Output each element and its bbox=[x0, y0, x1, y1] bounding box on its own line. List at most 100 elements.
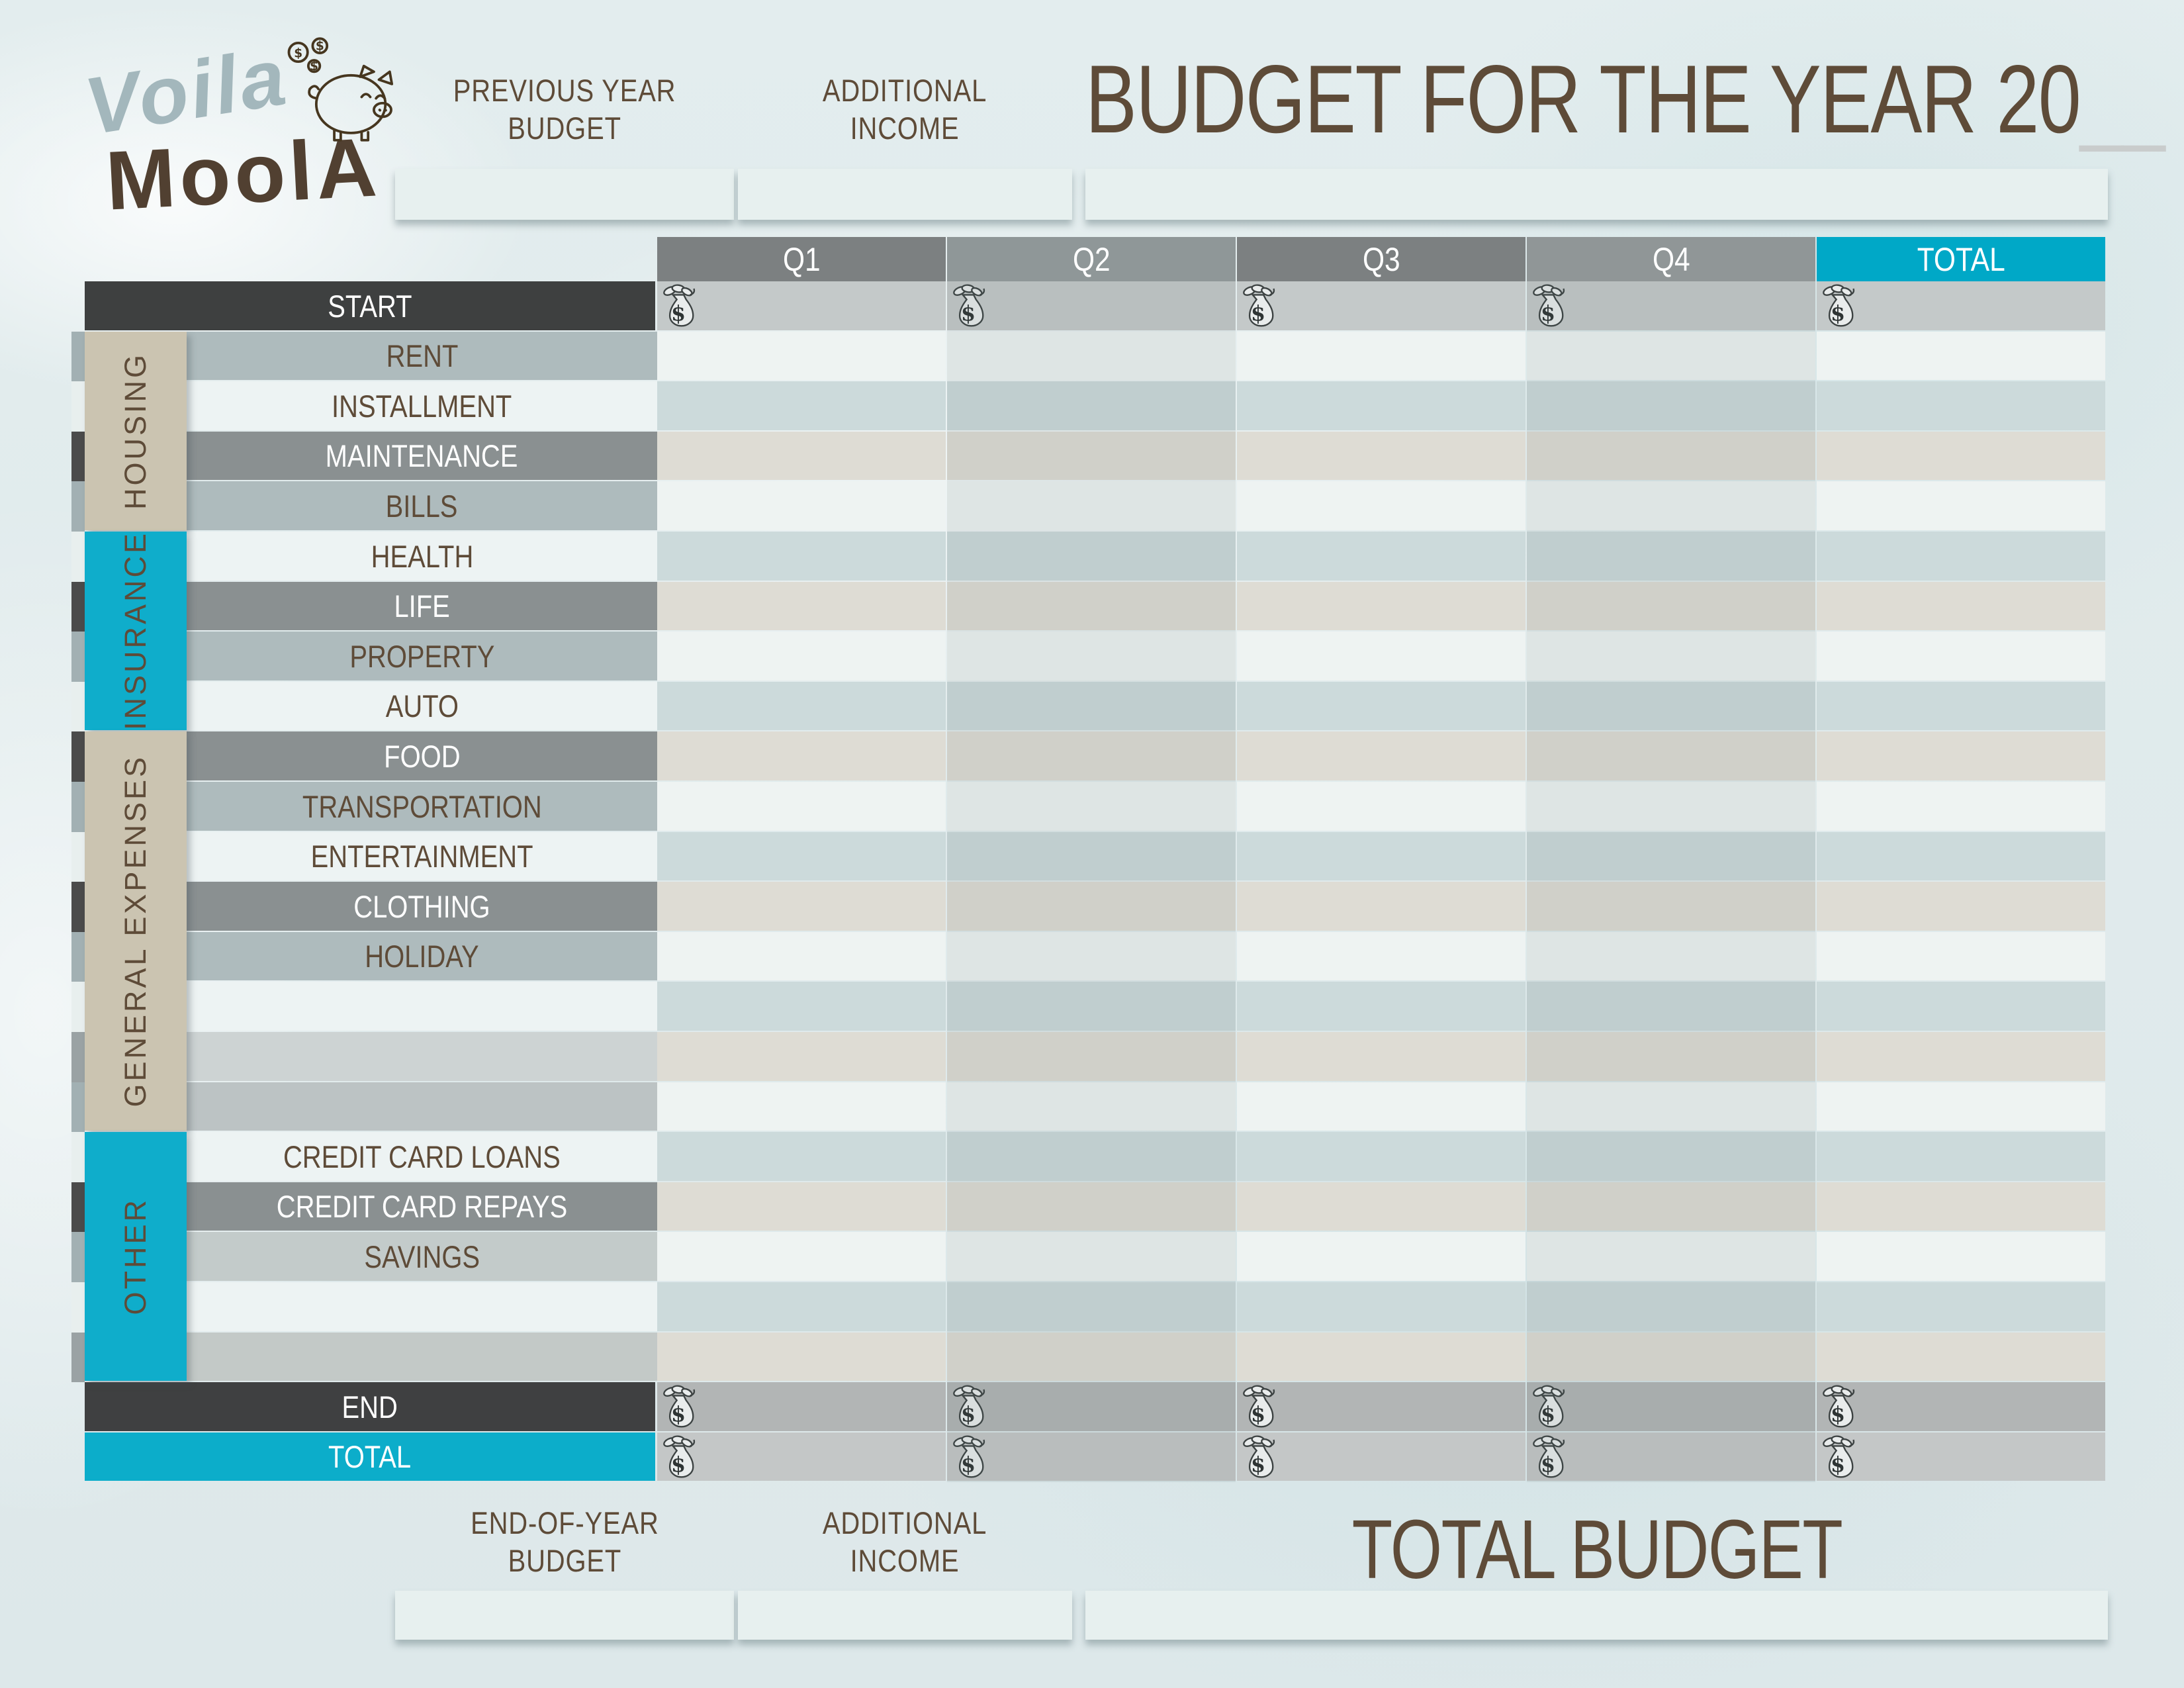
cell-blank-q4[interactable] bbox=[1527, 1082, 1815, 1131]
cell-blank-total[interactable] bbox=[1817, 982, 2105, 1031]
cell-holiday-q3[interactable] bbox=[1237, 932, 1525, 980]
end-of-year-budget-input[interactable] bbox=[395, 1591, 734, 1640]
cell-life-q4[interactable] bbox=[1527, 582, 1815, 630]
cell-bills-q3[interactable] bbox=[1237, 481, 1525, 530]
cell-start-total[interactable]: $ bbox=[1817, 281, 2105, 330]
cell-credit-card-loans-q1[interactable] bbox=[657, 1132, 946, 1181]
cell-blank-total[interactable] bbox=[1817, 1032, 2105, 1081]
cell-clothing-q4[interactable] bbox=[1527, 882, 1815, 931]
cell-blank-q4[interactable] bbox=[1527, 982, 1815, 1031]
cell-savings-total[interactable] bbox=[1817, 1232, 2105, 1281]
cell-auto-q2[interactable] bbox=[947, 682, 1236, 730]
cell-blank-q2[interactable] bbox=[947, 1333, 1236, 1381]
cell-start-q3[interactable]: $ bbox=[1237, 281, 1525, 330]
cell-holiday-q2[interactable] bbox=[947, 932, 1236, 980]
previous-year-budget-input[interactable] bbox=[395, 169, 734, 220]
cell-entertainment-q4[interactable] bbox=[1527, 832, 1815, 880]
cell-life-q2[interactable] bbox=[947, 582, 1236, 630]
cell-credit-card-repays-total[interactable] bbox=[1817, 1182, 2105, 1231]
cell-life-q1[interactable] bbox=[657, 582, 946, 630]
cell-entertainment-total[interactable] bbox=[1817, 832, 2105, 880]
cell-rent-q2[interactable] bbox=[947, 332, 1236, 380]
cell-blank-q4[interactable] bbox=[1527, 1032, 1815, 1081]
cell-maintenance-q4[interactable] bbox=[1527, 432, 1815, 480]
cell-property-q4[interactable] bbox=[1527, 632, 1815, 680]
cell-entertainment-q1[interactable] bbox=[657, 832, 946, 880]
cell-blank-total[interactable] bbox=[1817, 1082, 2105, 1131]
cell-blank-total[interactable] bbox=[1817, 1333, 2105, 1381]
cell-blank-q1[interactable] bbox=[657, 982, 946, 1031]
cell-total-total[interactable]: $ bbox=[1817, 1432, 2105, 1481]
cell-health-q1[interactable] bbox=[657, 532, 946, 581]
cell-property-q3[interactable] bbox=[1237, 632, 1525, 680]
cell-blank-q3[interactable] bbox=[1237, 1333, 1525, 1381]
cell-end-q4[interactable]: $ bbox=[1527, 1382, 1815, 1431]
cell-maintenance-q1[interactable] bbox=[657, 432, 946, 480]
cell-installment-q3[interactable] bbox=[1237, 381, 1525, 430]
cell-credit-card-repays-q3[interactable] bbox=[1237, 1182, 1525, 1231]
cell-life-total[interactable] bbox=[1817, 582, 2105, 630]
cell-installment-total[interactable] bbox=[1817, 381, 2105, 430]
cell-blank-q3[interactable] bbox=[1237, 1282, 1525, 1331]
cell-auto-q4[interactable] bbox=[1527, 682, 1815, 730]
cell-maintenance-total[interactable] bbox=[1817, 432, 2105, 480]
cell-blank-q3[interactable] bbox=[1237, 982, 1525, 1031]
cell-blank-q1[interactable] bbox=[657, 1333, 946, 1381]
cell-health-q3[interactable] bbox=[1237, 532, 1525, 581]
cell-end-q1[interactable]: $ bbox=[657, 1382, 946, 1431]
cell-transportation-total[interactable] bbox=[1817, 782, 2105, 831]
cell-rent-q1[interactable] bbox=[657, 332, 946, 380]
cell-blank-total[interactable] bbox=[1817, 1282, 2105, 1331]
cell-savings-q1[interactable] bbox=[657, 1232, 946, 1281]
cell-credit-card-loans-total[interactable] bbox=[1817, 1132, 2105, 1181]
cell-end-total[interactable]: $ bbox=[1817, 1382, 2105, 1431]
cell-food-q3[interactable] bbox=[1237, 731, 1525, 780]
cell-end-q3[interactable]: $ bbox=[1237, 1382, 1525, 1431]
cell-health-q2[interactable] bbox=[947, 532, 1236, 581]
cell-transportation-q3[interactable] bbox=[1237, 782, 1525, 831]
cell-blank-q4[interactable] bbox=[1527, 1282, 1815, 1331]
cell-rent-q3[interactable] bbox=[1237, 332, 1525, 380]
cell-entertainment-q2[interactable] bbox=[947, 832, 1236, 880]
cell-clothing-total[interactable] bbox=[1817, 882, 2105, 931]
cell-property-q1[interactable] bbox=[657, 632, 946, 680]
cell-installment-q1[interactable] bbox=[657, 381, 946, 430]
cell-total-q3[interactable]: $ bbox=[1237, 1432, 1525, 1481]
cell-blank-q1[interactable] bbox=[657, 1032, 946, 1081]
cell-blank-q2[interactable] bbox=[947, 1082, 1236, 1131]
cell-holiday-total[interactable] bbox=[1817, 932, 2105, 980]
cell-health-total[interactable] bbox=[1817, 532, 2105, 581]
additional-income-input-bottom[interactable] bbox=[738, 1591, 1072, 1640]
cell-transportation-q1[interactable] bbox=[657, 782, 946, 831]
cell-entertainment-q3[interactable] bbox=[1237, 832, 1525, 880]
cell-clothing-q2[interactable] bbox=[947, 882, 1236, 931]
cell-savings-q2[interactable] bbox=[947, 1232, 1236, 1281]
cell-end-q2[interactable]: $ bbox=[947, 1382, 1236, 1431]
cell-property-total[interactable] bbox=[1817, 632, 2105, 680]
cell-food-q4[interactable] bbox=[1527, 731, 1815, 780]
cell-start-q4[interactable]: $ bbox=[1527, 281, 1815, 330]
cell-auto-q3[interactable] bbox=[1237, 682, 1525, 730]
cell-total-q2[interactable]: $ bbox=[947, 1432, 1236, 1481]
cell-maintenance-q3[interactable] bbox=[1237, 432, 1525, 480]
cell-savings-q3[interactable] bbox=[1237, 1232, 1525, 1281]
cell-credit-card-loans-q4[interactable] bbox=[1527, 1132, 1815, 1181]
cell-auto-total[interactable] bbox=[1817, 682, 2105, 730]
cell-blank-q1[interactable] bbox=[657, 1082, 946, 1131]
cell-total-q1[interactable]: $ bbox=[657, 1432, 946, 1481]
cell-food-total[interactable] bbox=[1817, 731, 2105, 780]
additional-income-input-top[interactable] bbox=[738, 169, 1072, 220]
cell-life-q3[interactable] bbox=[1237, 582, 1525, 630]
cell-maintenance-q2[interactable] bbox=[947, 432, 1236, 480]
cell-bills-q1[interactable] bbox=[657, 481, 946, 530]
cell-start-q2[interactable]: $ bbox=[947, 281, 1236, 330]
cell-transportation-q2[interactable] bbox=[947, 782, 1236, 831]
cell-transportation-q4[interactable] bbox=[1527, 782, 1815, 831]
cell-blank-q2[interactable] bbox=[947, 1282, 1236, 1331]
cell-rent-total[interactable] bbox=[1817, 332, 2105, 380]
cell-rent-q4[interactable] bbox=[1527, 332, 1815, 380]
cell-food-q1[interactable] bbox=[657, 731, 946, 780]
cell-bills-q2[interactable] bbox=[947, 481, 1236, 530]
cell-credit-card-loans-q2[interactable] bbox=[947, 1132, 1236, 1181]
cell-health-q4[interactable] bbox=[1527, 532, 1815, 581]
